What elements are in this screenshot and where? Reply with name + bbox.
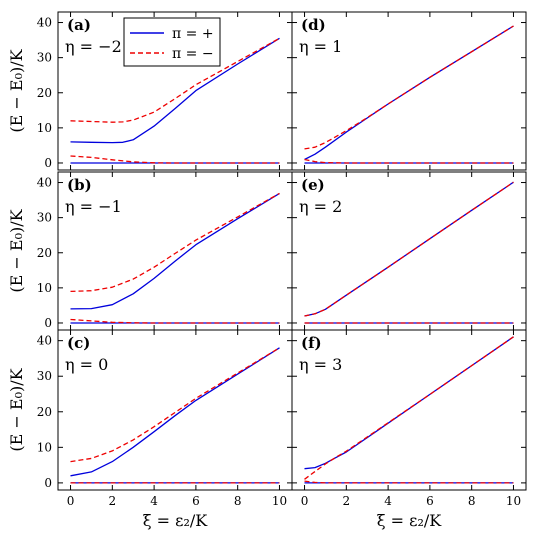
panel-e: (e) η = 2 [291,171,527,331]
series-pi-plus [70,192,280,310]
panel-eta-label: η = −1 [65,197,122,216]
panel-tag-label: (c) [67,334,90,352]
panel-frame [291,11,527,171]
y-tick-label: 20 [37,86,52,100]
y-axis-title: (E − E₀)/K [7,208,26,292]
x-tick-label: 0 [301,494,309,508]
y-tick-label: 40 [37,334,52,348]
panel-eta-label: η = 2 [299,197,342,216]
panel-eta-label: η = 1 [299,37,342,56]
series-pi-minus [304,181,514,317]
panel-frame [57,329,293,491]
y-tick-label: 10 [37,440,52,454]
series-pi-plus [70,347,280,477]
series-pi-minus [304,158,514,164]
panel-frame [291,329,527,491]
y-tick-label: 20 [37,405,52,419]
x-tick-label: 2 [109,494,117,508]
legend-box [123,17,221,67]
x-tick-label: 8 [468,494,476,508]
panel-f: 0 2 4 6 8 10 (f) η = 3 ξ = ε₂/K [291,329,527,530]
panel-eta-label: η = −2 [65,37,122,56]
series-pi-minus [70,347,280,463]
y-tick-label: 0 [44,316,52,330]
y-tick-label: 20 [37,246,52,260]
panel-frame [291,171,527,331]
series-pi-minus [304,480,514,484]
panel-frame [57,171,293,331]
x-tick-label: 0 [67,494,75,508]
x-tick-label: 10 [506,494,521,508]
panel-b: 0 10 20 30 40 (b) η = −1 (E − E₀)/K [7,171,293,331]
legend-label: π = + [172,26,214,42]
y-tick-label: 30 [37,211,52,225]
series-pi-minus [70,192,280,293]
panel-tag-label: (e) [301,176,325,194]
series-pi-minus [70,37,280,123]
panel-tag-label: (a) [67,16,91,34]
series-pi-minus [304,336,514,480]
y-tick-label: 10 [37,121,52,135]
x-tick-label: 10 [272,494,287,508]
series-pi-minus [70,318,280,324]
y-tick-label: 0 [44,156,52,170]
panel-a: 0 10 20 30 40 (a) η = −2 (E − E₀)/K π = + π = − [7,11,293,171]
x-tick-label: 4 [150,494,158,508]
x-axis-title: ξ = ε₂/K [377,511,442,530]
y-axis-title: (E − E₀)/K [7,48,26,132]
panel-tag-label: (b) [67,176,92,194]
legend-label: π = − [172,46,214,62]
series-pi-minus [304,25,514,150]
x-tick-label: 2 [343,494,351,508]
x-tick-label: 8 [234,494,242,508]
y-tick-label: 40 [37,16,52,30]
x-axis-title: ξ = ε₂/K [143,511,208,530]
x-tick-label: 6 [192,494,200,508]
series-pi-plus [70,37,280,144]
y-tick-label: 40 [37,176,52,190]
panel-c: 0 2 4 6 8 10 0 10 20 30 40 (c) η = 0 (E − E₀)/K ξ = ε₂… [7,329,293,530]
y-tick-label: 10 [37,281,52,295]
panel-eta-label: η = 0 [65,355,108,374]
series-pi-minus [70,155,280,164]
y-tick-label: 30 [37,369,52,383]
x-tick-label: 6 [426,494,434,508]
y-axis-title: (E − E₀)/K [7,367,26,451]
legend: π = + π = − [123,17,221,67]
panel-tag-label: (f) [301,334,322,352]
panel-tag-label: (d) [301,16,326,34]
y-tick-label: 0 [44,476,52,490]
y-tick-label: 30 [37,51,52,65]
panel-eta-label: η = 3 [299,355,342,374]
x-tick-label: 4 [384,494,392,508]
panel-d: (d) η = 1 [291,11,527,171]
